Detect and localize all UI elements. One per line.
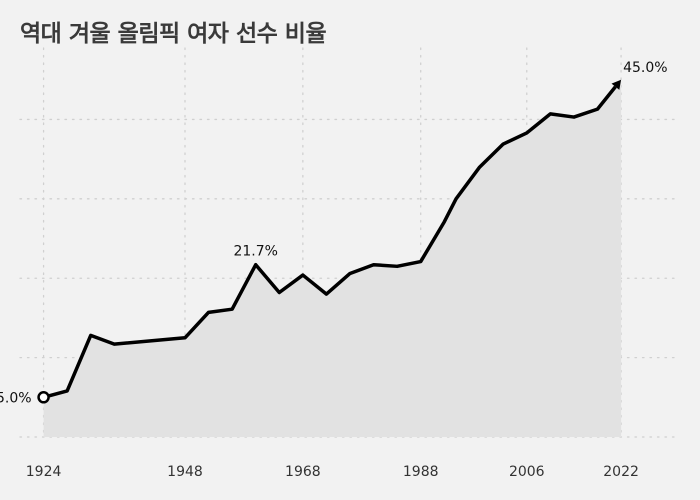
x-tick-label: 1968 <box>285 464 321 480</box>
x-tick-label: 1988 <box>403 464 439 480</box>
x-tick-label: 1948 <box>167 464 203 480</box>
start-marker <box>37 391 50 404</box>
area-fill <box>43 79 622 438</box>
data-label: 45.0% <box>623 60 667 76</box>
data-label: 5.0% <box>0 390 32 406</box>
series-line <box>43 85 617 399</box>
x-tick-label: 1924 <box>26 464 62 480</box>
x-tick-label: 2022 <box>603 464 639 480</box>
data-label: 21.7% <box>233 244 277 260</box>
arrow-head <box>611 79 622 90</box>
chart-title: 역대 겨울 올림픽 여자 선수 비율 <box>20 21 327 47</box>
x-tick-label: 2006 <box>509 464 545 480</box>
